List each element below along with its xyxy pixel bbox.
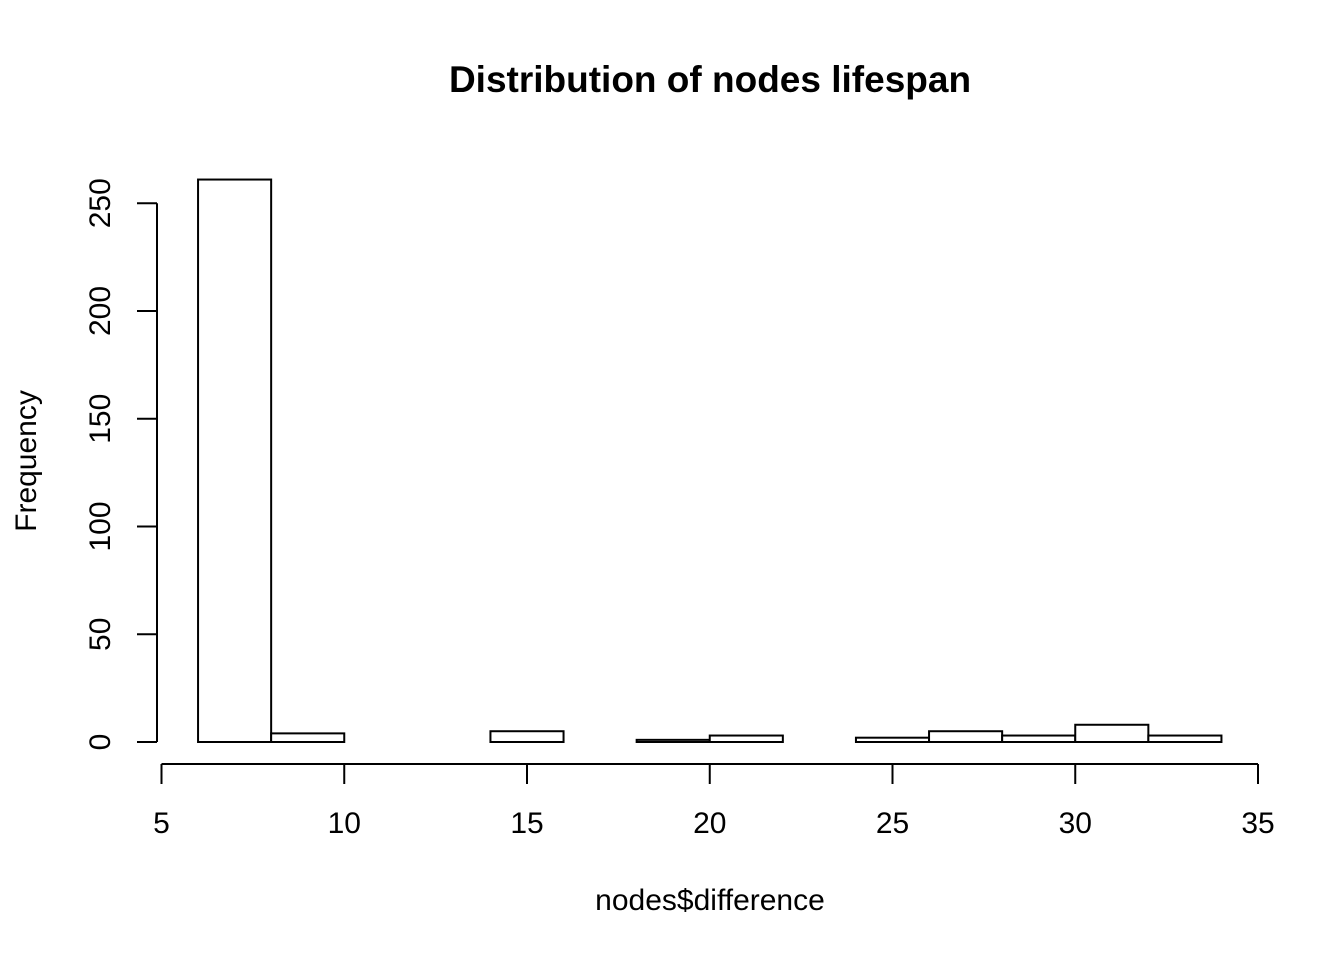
y-tick-label: 250 [84, 178, 117, 228]
histogram-bar [489, 730, 565, 743]
chart-title: Distribution of nodes lifespan [449, 59, 971, 100]
y-tick-label: 200 [84, 286, 117, 336]
y-tick-label: 0 [84, 734, 117, 751]
x-tick-label: 5 [153, 807, 170, 840]
histogram-bar [270, 732, 346, 744]
histogram-bar [1147, 734, 1223, 743]
x-tick-label: 20 [693, 807, 726, 840]
x-tick-label: 25 [876, 807, 909, 840]
histogram-bar [1074, 723, 1150, 744]
x-tick-label: 30 [1059, 807, 1092, 840]
x-tick-label: 35 [1241, 807, 1274, 840]
histogram-bar [1001, 734, 1077, 743]
histogram-bar [635, 738, 711, 743]
y-tick-label: 150 [84, 394, 117, 444]
y-axis-label: Frequency [10, 390, 43, 532]
bars-group [197, 178, 1223, 744]
histogram-bar [197, 178, 273, 744]
x-tick-label: 15 [510, 807, 543, 840]
y-tick-label: 50 [84, 618, 117, 651]
histogram-bar [708, 734, 784, 743]
histogram-bar [854, 736, 931, 744]
histogram-bar [928, 730, 1004, 743]
x-tick-label: 10 [328, 807, 361, 840]
y-tick-label: 100 [84, 501, 117, 551]
y-axis: 0 50 100 150 200 250 [84, 178, 158, 751]
x-axis-label: nodes$difference [595, 884, 825, 917]
x-axis: 5 10 15 20 25 30 35 [153, 763, 1275, 840]
